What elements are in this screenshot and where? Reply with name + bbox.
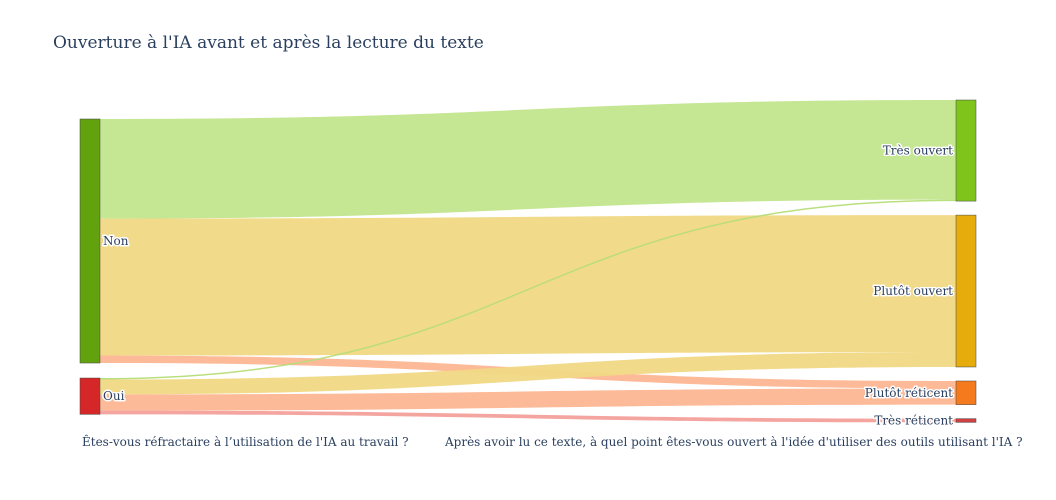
node-non[interactable] bbox=[79, 118, 101, 364]
link-oui-to-tres-reticent[interactable] bbox=[100, 410, 956, 423]
link-oui-to-plutot-ouvert[interactable] bbox=[100, 352, 956, 395]
nodes-layer bbox=[79, 99, 977, 423]
right-axis-caption: Après avoir lu ce texte, à quel point êt… bbox=[444, 435, 1023, 449]
left-axis-caption: Êtes-vous réfractaire à l’utilisation de… bbox=[82, 434, 409, 449]
node-label-plutot-reticent: Plutôt réticent bbox=[865, 386, 953, 400]
node-label-oui: Oui bbox=[103, 389, 125, 403]
node-tres-ouvert[interactable] bbox=[955, 99, 977, 202]
node-plutot-ouvert[interactable] bbox=[955, 214, 977, 368]
node-oui[interactable] bbox=[79, 377, 101, 415]
links-layer bbox=[100, 100, 956, 423]
node-label-tres-ouvert: Très ouvert bbox=[883, 144, 953, 158]
link-oui-to-plutot-reticent[interactable] bbox=[100, 388, 956, 411]
node-label-non: Non bbox=[103, 234, 129, 248]
node-plutot-reticent[interactable] bbox=[955, 380, 977, 405]
link-oui-to-tres-ouvert[interactable] bbox=[100, 199, 956, 380]
chart-title: Ouverture à l'IA avant et après la lectu… bbox=[53, 33, 484, 53]
node-label-plutot-ouvert: Plutôt ouvert bbox=[873, 284, 953, 298]
link-non-to-plutot-ouvert[interactable] bbox=[100, 215, 956, 356]
node-label-tres-reticent: Très réticent bbox=[874, 414, 953, 428]
node-tres-reticent[interactable] bbox=[955, 418, 977, 423]
link-non-to-tres-ouvert[interactable] bbox=[100, 100, 956, 219]
labels-layer: Non Oui Très ouvert Plutôt ouvert Plutôt rét… bbox=[102, 142, 955, 429]
